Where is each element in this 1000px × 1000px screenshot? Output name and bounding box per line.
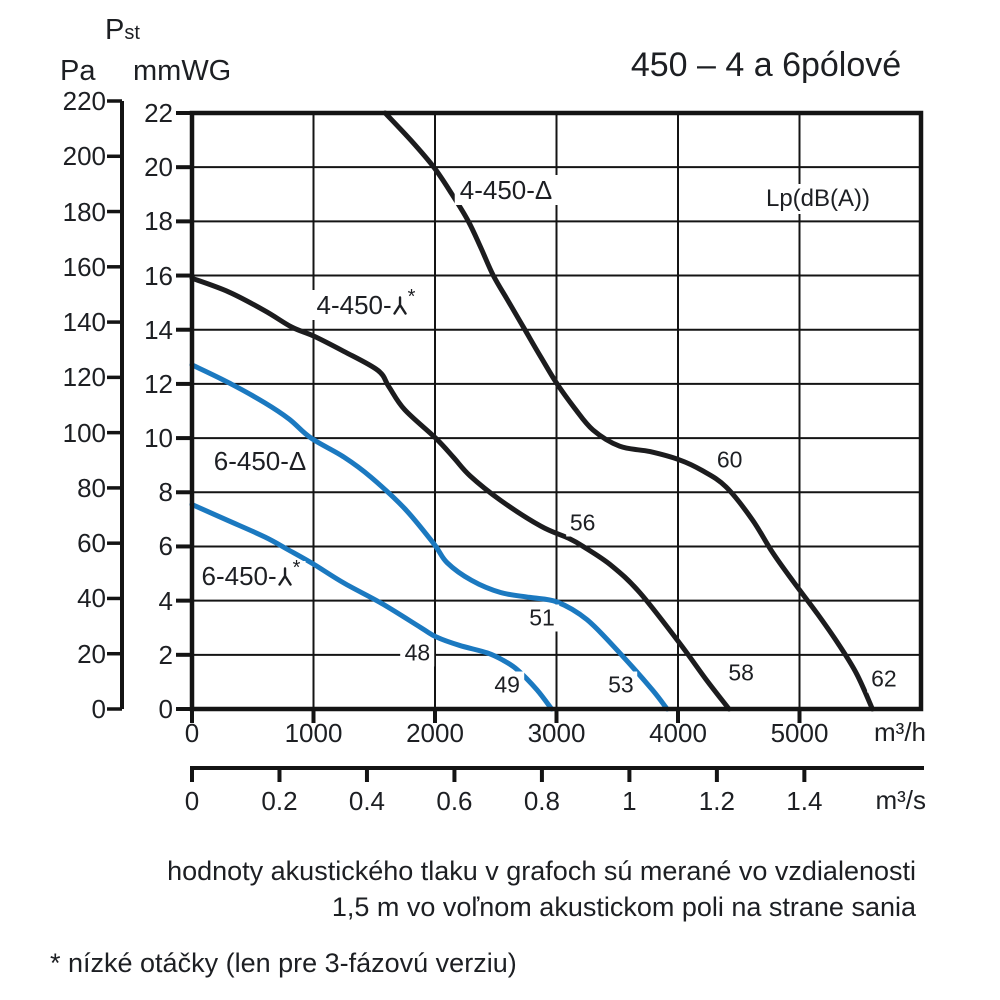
curve-label-6-450-star: 6-450- *: [196, 557, 306, 591]
fan-curve: [189, 502, 555, 712]
x-axis-unit-m3s: m³/s: [875, 785, 926, 815]
measurement-note-line1: hodnoty akustického tlaku v grafoch sú m…: [167, 856, 916, 886]
sound-pressure-legend: Lp(dB(A)): [759, 184, 877, 214]
wye-star-icon: [393, 295, 407, 315]
curve-label-6-450-delta: 6-450-Δ: [208, 446, 312, 476]
pa-axis-unit-label: Pa: [60, 55, 96, 87]
wye-star-icon: [278, 566, 292, 586]
low-speed-asterisk: *: [407, 286, 416, 308]
curve-label-6-450-star-text: 6-450-: [201, 561, 277, 591]
measurement-note: hodnoty akustického tlaku v grafoch sú m…: [80, 853, 916, 925]
curve-label-4-450-star-text: 4-450-: [316, 290, 392, 320]
low-speed-footnote: * nízké otáčky (len pre 3-fázovú verziu): [50, 948, 517, 978]
low-speed-asterisk: *: [292, 557, 301, 579]
curve-label-4-450-delta: 4-450-Δ: [454, 175, 558, 205]
x-axis-unit-m3h: m³/h: [874, 717, 926, 747]
page-title: 450 – 4 a 6pólové: [630, 46, 902, 84]
measurement-note-line2: 1,5 m vo voľnom akustickom poli na stran…: [331, 892, 916, 922]
pst-subscript: st: [124, 22, 140, 44]
pst-symbol: P: [105, 14, 125, 46]
fan-curve: [189, 362, 670, 712]
fan-curve: [382, 110, 875, 712]
fan-curve: [189, 275, 732, 712]
y-axis-quantity-label: Pst: [105, 14, 140, 47]
mmwg-axis-unit-label: mmWG: [133, 55, 232, 87]
curve-label-4-450-star: 4-450- *: [311, 286, 421, 320]
